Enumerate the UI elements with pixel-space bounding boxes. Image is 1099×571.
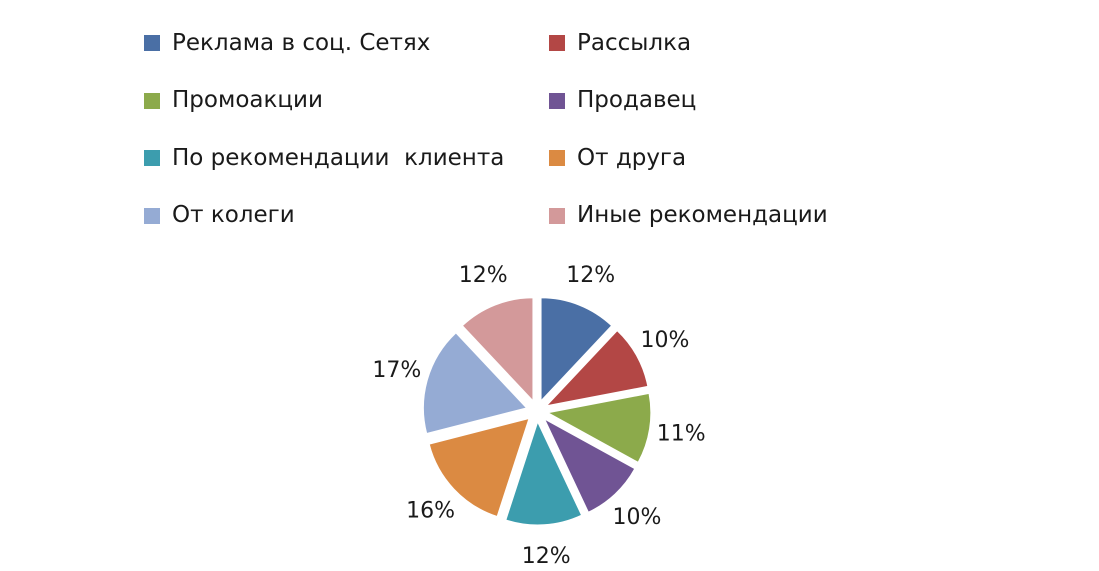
legend-swatch bbox=[549, 35, 565, 51]
legend-item-friend: От друга bbox=[549, 139, 904, 177]
legend-item-client-recommendation: По рекомендации клиента bbox=[144, 139, 549, 177]
legend-item-mailing: Рассылка bbox=[549, 24, 904, 62]
pie-slice bbox=[422, 332, 528, 435]
legend-swatch bbox=[549, 150, 565, 166]
legend-label: Промоакции bbox=[172, 87, 323, 113]
legend-label: Рассылка bbox=[577, 29, 692, 56]
slice-data-label: 12% bbox=[459, 263, 508, 288]
legend-swatch bbox=[144, 207, 160, 224]
pie-slice bbox=[546, 392, 652, 464]
slice-data-label: 10% bbox=[612, 505, 661, 530]
legend-swatch bbox=[144, 150, 160, 166]
legend-label: Реклама в соц. Сетях bbox=[172, 29, 431, 56]
pie-slice bbox=[545, 329, 649, 407]
legend-item-other-recommendations: Иные рекомендации bbox=[549, 197, 904, 235]
legend-item-social-ads: Реклама в соц. Сетях bbox=[144, 24, 549, 62]
slice-data-label: 11% bbox=[657, 421, 706, 446]
pie-labels: 12% 10% 11% 10% 12% 16% 17% 12% bbox=[372, 263, 705, 569]
pie-slices bbox=[422, 297, 652, 526]
slice-data-label: 12% bbox=[566, 263, 615, 288]
slice-data-label: 12% bbox=[522, 544, 571, 569]
pie-slice bbox=[543, 417, 636, 513]
pie-slice bbox=[428, 417, 530, 518]
slice-data-label: 10% bbox=[640, 328, 689, 353]
legend-label: От колеги bbox=[172, 202, 295, 228]
slice-data-label: 16% bbox=[406, 498, 455, 523]
legend-label: Продавец bbox=[577, 87, 697, 113]
legend-item-promotions: Промоакции bbox=[144, 82, 549, 120]
legend-swatch bbox=[144, 35, 160, 51]
legend-label: Иные рекомендации bbox=[577, 202, 828, 228]
slice-data-label: 17% bbox=[372, 358, 421, 383]
legend-label: По рекомендации клиента bbox=[172, 144, 505, 171]
legend-item-colleague: От колеги bbox=[144, 197, 549, 235]
legend-swatch bbox=[144, 92, 160, 109]
chart-legend: Реклама в соц. Сетях Рассылка Промоакции… bbox=[144, 24, 904, 254]
pie-slice bbox=[540, 297, 613, 403]
legend-swatch bbox=[549, 207, 565, 224]
legend-label: От друга bbox=[577, 144, 687, 171]
legend-swatch bbox=[549, 92, 565, 109]
pie-slice bbox=[461, 297, 534, 403]
legend-item-seller: Продавец bbox=[549, 82, 904, 120]
pie-slice bbox=[505, 420, 583, 526]
